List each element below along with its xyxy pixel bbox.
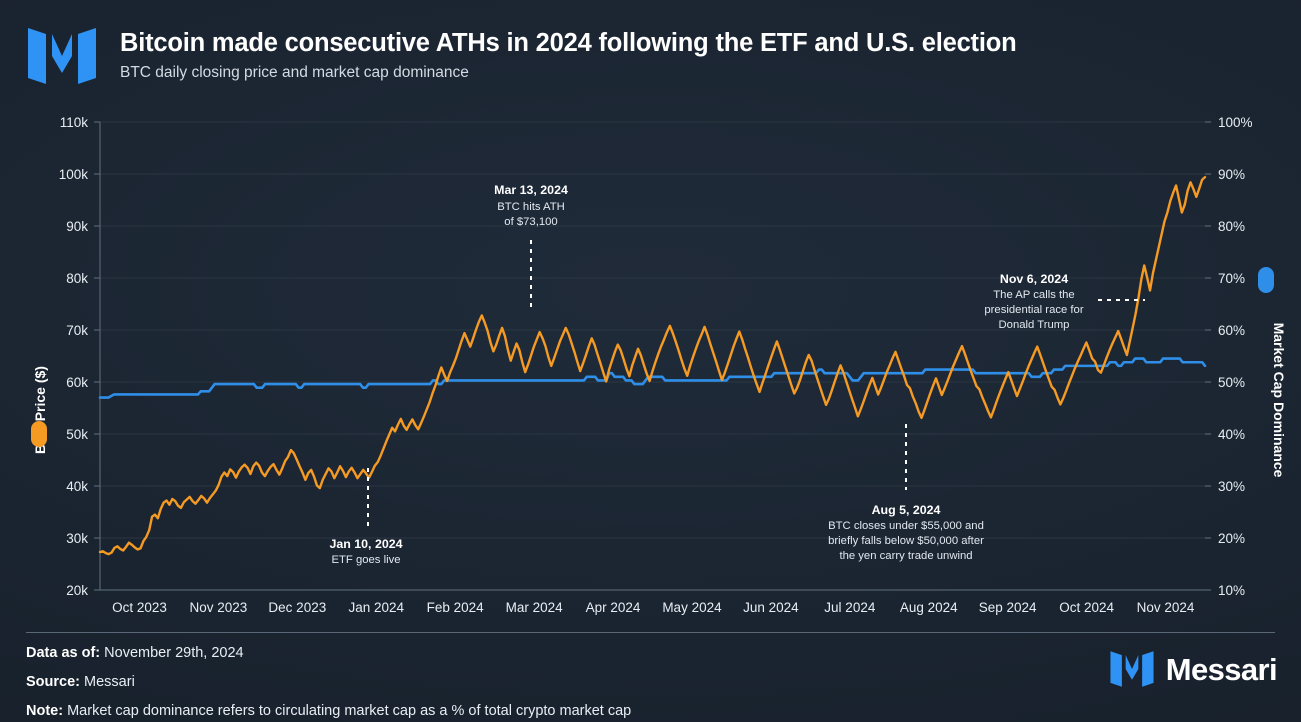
y-axis-right-ticks: 10% 20% 30% 40% 50% 60% 70% 80% 90% 100%: [1218, 115, 1253, 598]
btc-price-line: [98, 175, 1207, 556]
y-axis-left-tick-label: 70k: [66, 323, 88, 338]
y-axis-right-tick-label: 20%: [1218, 531, 1245, 546]
right-axis-legend: Market Cap Dominance: [1258, 267, 1287, 478]
y-axis-right-tick-label: 80%: [1218, 219, 1245, 234]
annotation-line: presidential race for: [984, 304, 1083, 316]
y-axis-right-tick-label: 30%: [1218, 479, 1245, 494]
source-label: Source:: [26, 674, 80, 691]
x-axis-tick-label: Apr 2024: [586, 600, 641, 615]
annotation-title: Nov 6, 2024: [1000, 272, 1068, 286]
y-axis-right-tick-label: 10%: [1218, 583, 1245, 598]
y-axis-left-tick-label: 40k: [66, 479, 88, 494]
brand-wordmark: Messari: [1165, 651, 1278, 687]
header-text: Bitcoin made consecutive ATHs in 2024 fo…: [120, 26, 1017, 82]
x-axis-tick-label: Jul 2024: [824, 600, 876, 615]
y-axis-left-tick-label: 100k: [59, 167, 89, 182]
x-axis-tick-label: Oct 2024: [1059, 600, 1114, 615]
annotation-line: BTC closes under $55,000 and: [828, 520, 984, 532]
chart-area: 20k 30k 40k 50k 60k 70k 80k 90k 100k 110k 10% 20% 3…: [31, 115, 1287, 615]
page-subtitle: BTC daily closing price and market cap d…: [120, 63, 469, 81]
annotation-line: The AP calls the: [993, 289, 1074, 301]
x-axis-tick-label: May 2024: [662, 600, 722, 615]
x-axis-tick-label: Nov 2023: [189, 600, 247, 615]
footer-divider: [26, 632, 1275, 633]
messari-logo-icon: [28, 28, 96, 84]
gridlines: [94, 121, 1211, 591]
data-as-of-value: November 29th, 2024: [104, 645, 244, 661]
x-axis-tick-label: Jan 2024: [348, 600, 404, 615]
annotation-jan-10-2024: Jan 10, 2024 ETF goes live: [329, 468, 403, 566]
dominance-line: [98, 357, 1207, 399]
left-axis-legend: BTC Price ($): [31, 366, 48, 454]
y-axis-right-tick-label: 50%: [1218, 375, 1245, 390]
footer-row-note: Note: Market cap dominance refers to cir…: [26, 702, 1275, 720]
annotation-line: of $73,100: [504, 216, 557, 228]
y-axis-right-tick-label: 40%: [1218, 427, 1245, 442]
y-axis-left-tick-label: 30k: [66, 531, 88, 546]
y-axis-right-tick-label: 60%: [1218, 323, 1245, 338]
y-axis-left-tick-label: 110k: [60, 115, 89, 130]
y-axis-right-tick-label: 70%: [1218, 271, 1245, 286]
y-axis-left-ticks: 20k 30k 40k 50k 60k 70k 80k 90k 100k 110k: [59, 115, 89, 598]
x-axis-tick-label: Sep 2024: [979, 600, 1037, 615]
annotation-nov-6-2024: Nov 6, 2024 The AP calls the presidentia…: [984, 272, 1145, 331]
right-axis-label: Market Cap Dominance: [1271, 323, 1287, 478]
y-axis-left-tick-label: 60k: [66, 375, 88, 390]
blue-dot-icon: [1258, 267, 1274, 293]
x-axis-tick-label: Feb 2024: [427, 600, 485, 615]
annotation-title: Aug 5, 2024: [872, 503, 941, 517]
x-axis-tick-label: Aug 2024: [900, 600, 958, 615]
footer-row-data-as-of: Data as of: November 29th, 2024: [26, 644, 1275, 662]
x-axis-tick-label: Oct 2023: [112, 600, 167, 615]
x-axis-tick-label: Dec 2023: [268, 600, 326, 615]
annotation-line: briefly falls below $50,000 after: [828, 535, 984, 547]
y-axis-left-tick-label: 20k: [66, 583, 88, 598]
annotation-aug-5-2024: Aug 5, 2024 BTC closes under $55,000 and…: [828, 424, 984, 562]
y-axis-right-tick-label: 90%: [1218, 167, 1245, 182]
note-value: Market cap dominance refers to circulati…: [67, 703, 632, 720]
annotation-line: the yen carry trade unwind: [839, 550, 972, 562]
annotation-line: Donald Trump: [999, 319, 1070, 331]
footer: Data as of: November 29th, 2024 Source: …: [26, 632, 1275, 720]
x-axis-tick-label: Mar 2024: [506, 600, 564, 615]
orange-dot-icon: [31, 421, 47, 447]
header: Bitcoin made consecutive ATHs in 2024 fo…: [26, 26, 1017, 86]
x-axis-ticks: Oct 2023 Nov 2023 Dec 2023 Jan 2024 Feb 2024…: [112, 600, 1195, 615]
annotation-title: Jan 10, 2024: [329, 537, 402, 551]
y-axis-right-tick-label: 100%: [1218, 115, 1253, 130]
x-axis-tick-label: Nov 2024: [1137, 600, 1195, 615]
y-axis-left-tick-label: 90k: [66, 219, 88, 234]
y-axis-left-tick-label: 50k: [66, 427, 88, 442]
y-axis-left-tick-label: 80k: [66, 271, 88, 286]
page-title: Bitcoin made consecutive ATHs in 2024 fo…: [120, 29, 1017, 57]
annotation-mar-13-2024: Mar 13, 2024 BTC hits ATH of $73,100: [494, 183, 568, 310]
messari-logo-icon: [1110, 651, 1154, 687]
footer-brand: Messari: [1109, 650, 1278, 688]
note-label: Note:: [26, 703, 64, 720]
source-value: Messari: [84, 674, 135, 691]
chart-svg: 20k 30k 40k 50k 60k 70k 80k 90k 100k 110k 10% 20% 3…: [31, 115, 1287, 615]
x-axis-tick-label: Jun 2024: [743, 600, 799, 615]
footer-row-source: Source: Messari: [26, 673, 1275, 691]
data-as-of-label: Data as of:: [26, 645, 101, 661]
annotation-line: BTC hits ATH: [497, 201, 565, 213]
annotation-title: Mar 13, 2024: [494, 183, 568, 197]
annotation-line: ETF goes live: [331, 554, 400, 566]
